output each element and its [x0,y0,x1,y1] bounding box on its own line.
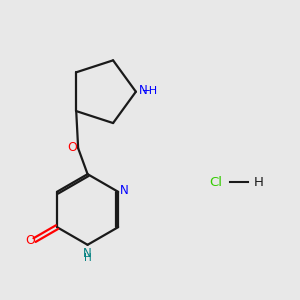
Text: Cl: Cl [209,176,222,189]
Text: O: O [67,141,77,154]
Text: ─H: ─H [142,85,157,95]
Text: H: H [254,176,263,189]
Text: O: O [25,234,35,247]
Text: N: N [139,84,147,97]
Text: H: H [84,254,92,263]
Text: N: N [83,247,92,260]
Text: N: N [120,184,128,197]
